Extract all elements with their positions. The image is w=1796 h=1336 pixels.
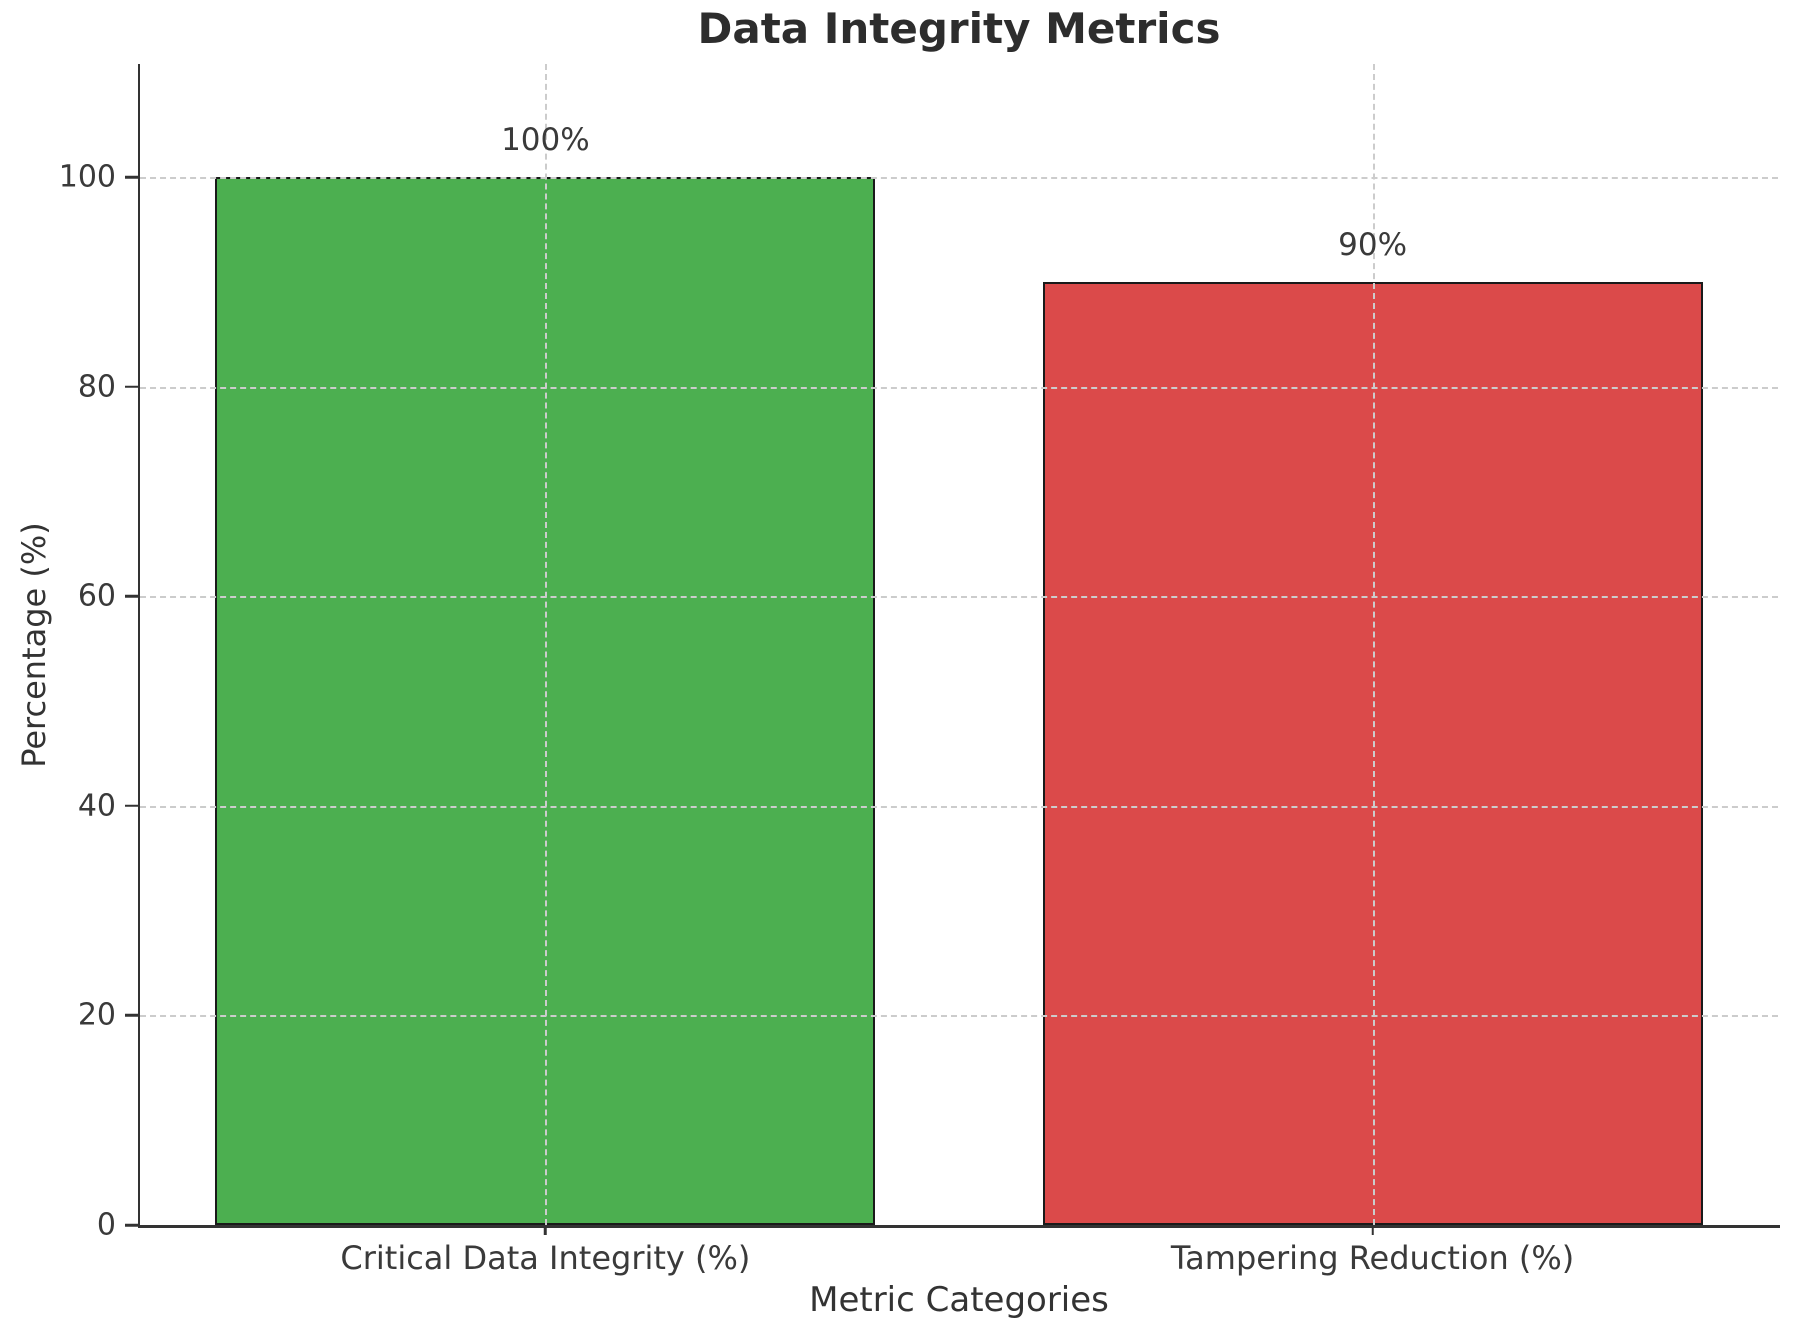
y-tick-label-60: 60 — [77, 578, 116, 614]
h-gridline-40 — [140, 805, 1778, 808]
y-axis-label: Percentage (%) — [15, 522, 53, 768]
v-gridline-1 — [545, 64, 548, 1225]
plot-area — [137, 64, 1780, 1228]
y-tick-mark-60 — [124, 595, 138, 598]
v-gridline-2 — [1372, 64, 1375, 1225]
y-tick-label-0: 0 — [96, 1207, 116, 1243]
y-tick-mark-40 — [124, 804, 138, 808]
x-tick-label-1: Critical Data Integrity (%) — [340, 1239, 751, 1277]
x-tick-label-2: Tampering Reduction (%) — [1170, 1239, 1575, 1277]
y-axis-spine — [137, 64, 140, 1225]
bar-value-label-1: 100% — [501, 122, 590, 159]
y-tick-label-100: 100 — [58, 159, 116, 195]
y-tick-mark-0 — [124, 1223, 138, 1227]
h-gridline-100 — [140, 177, 1778, 180]
bar-tampering-reduction — [1042, 281, 1703, 1225]
y-tick-label-20: 20 — [77, 997, 116, 1033]
x-axis-label: Metric Categories — [809, 1280, 1109, 1320]
h-gridline-60 — [140, 596, 1778, 599]
x-tick-mark-1 — [544, 1225, 547, 1235]
y-tick-mark-20 — [124, 1014, 138, 1017]
x-axis-spine — [137, 1225, 1780, 1228]
y-tick-label-80: 80 — [77, 369, 116, 405]
x-tick-mark-2 — [1371, 1225, 1374, 1235]
h-gridline-80 — [140, 386, 1778, 389]
y-tick-mark-100 — [124, 175, 138, 179]
y-tick-label-40: 40 — [77, 788, 116, 824]
h-gridline-20 — [140, 1015, 1778, 1018]
chart-title: Data Integrity Metrics — [697, 4, 1221, 53]
bar-value-label-2: 90% — [1338, 226, 1408, 263]
y-tick-mark-80 — [124, 385, 138, 388]
